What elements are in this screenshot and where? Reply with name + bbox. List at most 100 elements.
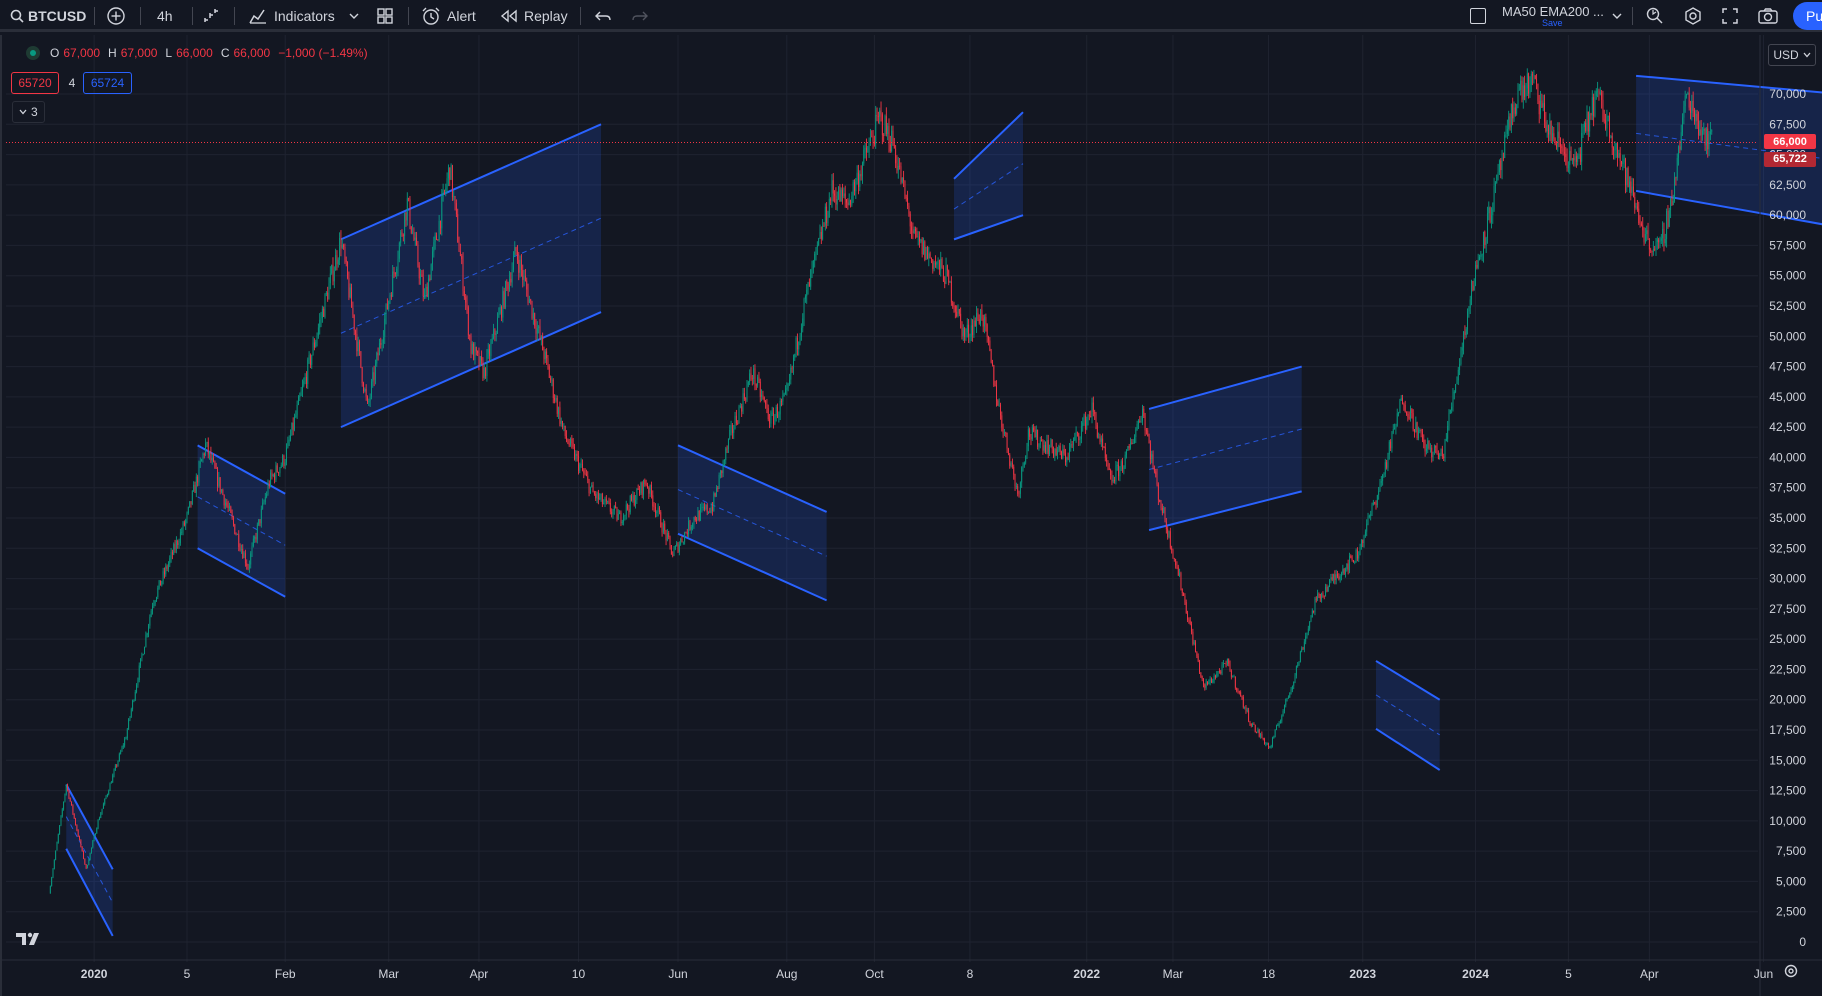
alert-button[interactable]: Alert — [421, 0, 476, 32]
interval-button[interactable]: 4h — [157, 0, 173, 32]
channel-top-line[interactable] — [677, 444, 828, 513]
candle-body — [1703, 128, 1705, 131]
candle-body — [1189, 620, 1191, 625]
candle-body — [730, 424, 732, 430]
candle-body — [1067, 457, 1069, 459]
candle-body — [1083, 415, 1085, 423]
candle-body — [1018, 493, 1020, 495]
tradingview-logo-icon — [16, 932, 39, 945]
candle-body — [248, 564, 250, 569]
candle-body — [1091, 402, 1093, 418]
layout-dropdown[interactable] — [1612, 0, 1622, 32]
candle-body — [479, 356, 481, 366]
undo-button[interactable] — [594, 0, 612, 32]
indicators-button[interactable]: Indicators — [248, 0, 335, 32]
candle-body — [1394, 428, 1396, 430]
candle-body — [223, 494, 225, 506]
candle-body — [1027, 429, 1029, 447]
candle-body — [1471, 280, 1472, 300]
buy-price-button[interactable]: 65724 — [83, 72, 132, 94]
candle-body — [816, 244, 818, 248]
candle-body — [765, 400, 767, 405]
candle-body — [1253, 724, 1255, 725]
candle-body — [1136, 424, 1138, 430]
time-axis[interactable]: 2020 5 Feb Mar Apr 10 Jun Aug Oct 8 2022 Mar 18 2023 2… — [2, 959, 1822, 981]
candle-body — [892, 130, 894, 145]
channel-top-line[interactable] — [1636, 74, 1822, 100]
channel-top-line[interactable] — [65, 784, 114, 870]
candle-body — [1524, 85, 1526, 97]
price-axis[interactable]: 0 2,500 5,000 7,500 10,000 12,500 15,000 17,500… — [1759, 35, 1806, 996]
currency-button[interactable]: USD — [1768, 44, 1816, 66]
channel-bottom-line[interactable] — [1375, 727, 1441, 771]
indicator-collapse-button[interactable]: 3 — [12, 101, 45, 123]
toolbar-divider — [234, 7, 235, 25]
candle-body — [128, 719, 130, 730]
quick-search-button[interactable] — [1645, 0, 1665, 32]
candle-body — [966, 324, 968, 333]
channel-bottom-line[interactable] — [340, 311, 602, 429]
candle-body — [559, 407, 561, 424]
layout-save-label[interactable]: Save — [1542, 18, 1563, 28]
channel-top-line[interactable] — [953, 111, 1024, 180]
channel-top-line[interactable] — [340, 123, 602, 241]
layout-name[interactable]: MA50 EMA200 ... — [1502, 4, 1604, 19]
top-toolbar: BTCUSD 4h Indicators Alert Replay MA50 E… — [0, 0, 1822, 32]
chart-pane[interactable]: 0 2,500 5,000 7,500 10,000 12,500 15,000 17,500… — [0, 35, 1822, 996]
symbol-search-button[interactable]: BTCUSD — [10, 0, 86, 32]
candle-body — [1549, 120, 1551, 135]
candle-body — [1582, 127, 1584, 133]
candle-body — [390, 295, 392, 297]
channel-top-line[interactable] — [1375, 660, 1441, 701]
candle-body — [161, 581, 163, 586]
channel-bottom-line[interactable] — [953, 214, 1024, 241]
compare-symbol-button[interactable] — [106, 0, 126, 32]
chart-style-button[interactable] — [202, 0, 220, 32]
fullscreen-button[interactable] — [1721, 0, 1739, 32]
sell-price-button[interactable]: 65720 — [11, 72, 59, 94]
candle-body — [1076, 431, 1078, 434]
market-status-icon[interactable] — [26, 46, 40, 60]
collapsed-count: 3 — [31, 105, 38, 119]
interval-label: 4h — [157, 8, 173, 24]
snapshot-button[interactable] — [1757, 0, 1779, 32]
candle-body — [532, 313, 534, 319]
candle-body — [1232, 676, 1234, 678]
candle-body — [1411, 408, 1413, 413]
channel-bottom-line[interactable] — [1148, 490, 1302, 532]
redo-button[interactable] — [631, 0, 649, 32]
channel-bottom-line[interactable] — [65, 848, 114, 937]
price-chart[interactable]: 0 2,500 5,000 7,500 10,000 12,500 15,000 17,500… — [2, 35, 1822, 996]
parallel-channels[interactable] — [65, 74, 1822, 937]
tradingview-logo[interactable] — [15, 930, 47, 953]
candle-body — [150, 610, 152, 618]
candle-body — [832, 180, 834, 194]
layout-icon[interactable] — [1470, 8, 1486, 24]
close-label: C — [220, 46, 230, 60]
chart-settings-icon[interactable] — [1783, 963, 1799, 979]
channel-bottom-line[interactable] — [677, 532, 828, 602]
replay-button[interactable]: Replay — [500, 0, 568, 32]
candle-body — [307, 359, 309, 384]
candle-body — [915, 228, 916, 232]
settings-button[interactable] — [1683, 0, 1703, 32]
candle-body — [1005, 432, 1007, 434]
channel-top-line[interactable] — [1148, 365, 1302, 410]
channel-bottom-line[interactable] — [1635, 189, 1822, 239]
candle-body — [1159, 499, 1161, 502]
candle-body — [527, 289, 529, 303]
channel-bottom-line[interactable] — [197, 547, 286, 598]
templates-button[interactable] — [376, 0, 394, 32]
candle-body — [1066, 457, 1068, 463]
publish-button[interactable]: Pu — [1793, 2, 1822, 30]
candle-body — [438, 220, 440, 241]
candle-body — [1635, 206, 1637, 208]
indicators-dropdown[interactable] — [349, 0, 359, 32]
time-tick-label: 18 — [1262, 967, 1276, 981]
candle-body — [998, 404, 1000, 406]
candle-body — [903, 177, 905, 181]
candle-body — [1687, 93, 1689, 94]
candle-body — [325, 292, 327, 295]
candle-body — [335, 255, 337, 271]
candle-body — [1603, 119, 1605, 121]
